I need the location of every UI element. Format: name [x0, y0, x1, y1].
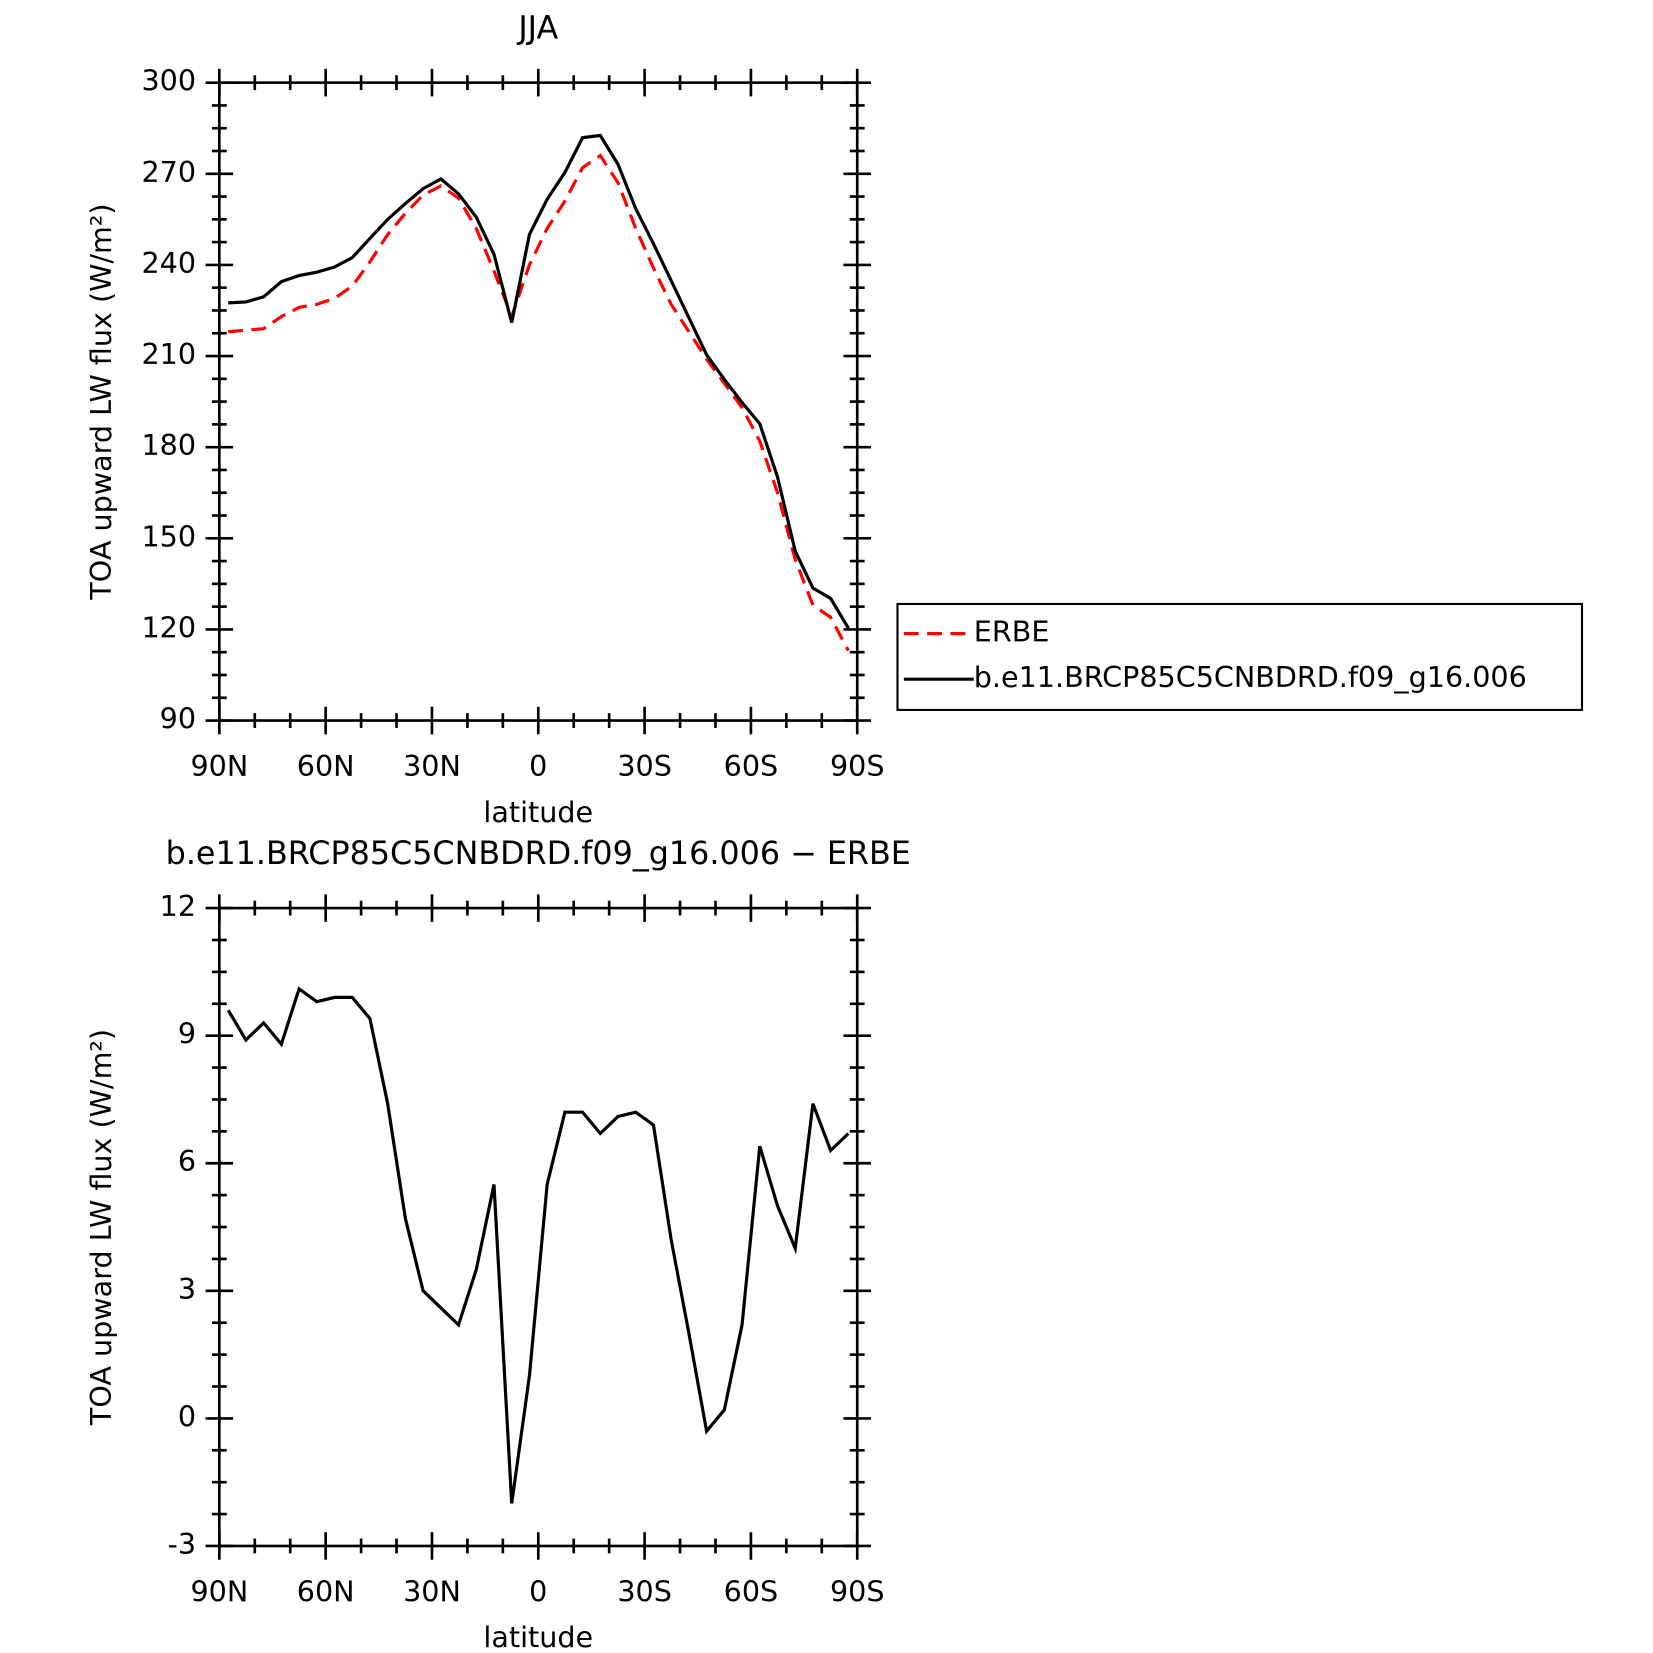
x-tick-label: 30S	[617, 749, 672, 783]
x-tick-label: 30S	[617, 1575, 672, 1609]
chart-title: b.e11.BRCP85C5CNBDRD.f09_g16.006 − ERBE	[166, 836, 911, 872]
legend-label: b.e11.BRCP85C5CNBDRD.f09_g16.006	[974, 660, 1527, 694]
y-tick-label: 300	[141, 64, 196, 98]
y-tick-label: -3	[168, 1527, 197, 1561]
x-tick-label: 30N	[403, 1575, 461, 1609]
x-tick-label: 60N	[297, 1575, 355, 1609]
y-tick-label: 9	[178, 1017, 196, 1051]
x-axis-label: latitude	[483, 795, 593, 829]
y-tick-label: 180	[141, 428, 196, 462]
y-axis-label: TOA upward LW flux (W/m²)	[84, 204, 118, 601]
x-tick-label: 60S	[724, 749, 779, 783]
y-tick-label: 90	[160, 702, 196, 736]
y-tick-label: 0	[178, 1399, 196, 1433]
x-tick-label: 90S	[830, 1575, 885, 1609]
x-axis-label: latitude	[483, 1620, 593, 1653]
plot-frame	[218, 906, 859, 1548]
y-tick-label: 3	[178, 1272, 196, 1306]
x-tick-label: 0	[529, 749, 547, 783]
x-tick-label: 90S	[830, 749, 885, 783]
y-axis-label: TOA upward LW flux (W/m²)	[84, 1029, 118, 1426]
y-tick-label: 120	[141, 610, 196, 644]
x-tick-label: 60N	[297, 749, 355, 783]
x-tick-label: 90N	[190, 1575, 248, 1609]
data-line	[228, 133, 850, 630]
y-tick-label: 150	[141, 519, 196, 553]
y-tick-label: 240	[141, 246, 196, 280]
y-tick-label: 6	[178, 1144, 196, 1178]
x-tick-label: 30N	[403, 749, 461, 783]
y-tick-label: 12	[160, 889, 196, 923]
x-tick-label: 0	[529, 1575, 547, 1609]
y-tick-label: 210	[141, 337, 196, 371]
legend-label: ERBE	[974, 615, 1050, 649]
y-tick-label: 270	[141, 155, 196, 189]
data-line	[226, 986, 850, 1504]
data-line	[228, 153, 850, 652]
plot-frame	[218, 81, 859, 722]
legend-box	[896, 602, 1584, 712]
x-tick-label: 90N	[190, 749, 248, 783]
chart-title: JJA	[516, 11, 558, 47]
x-tick-label: 60S	[724, 1575, 779, 1609]
